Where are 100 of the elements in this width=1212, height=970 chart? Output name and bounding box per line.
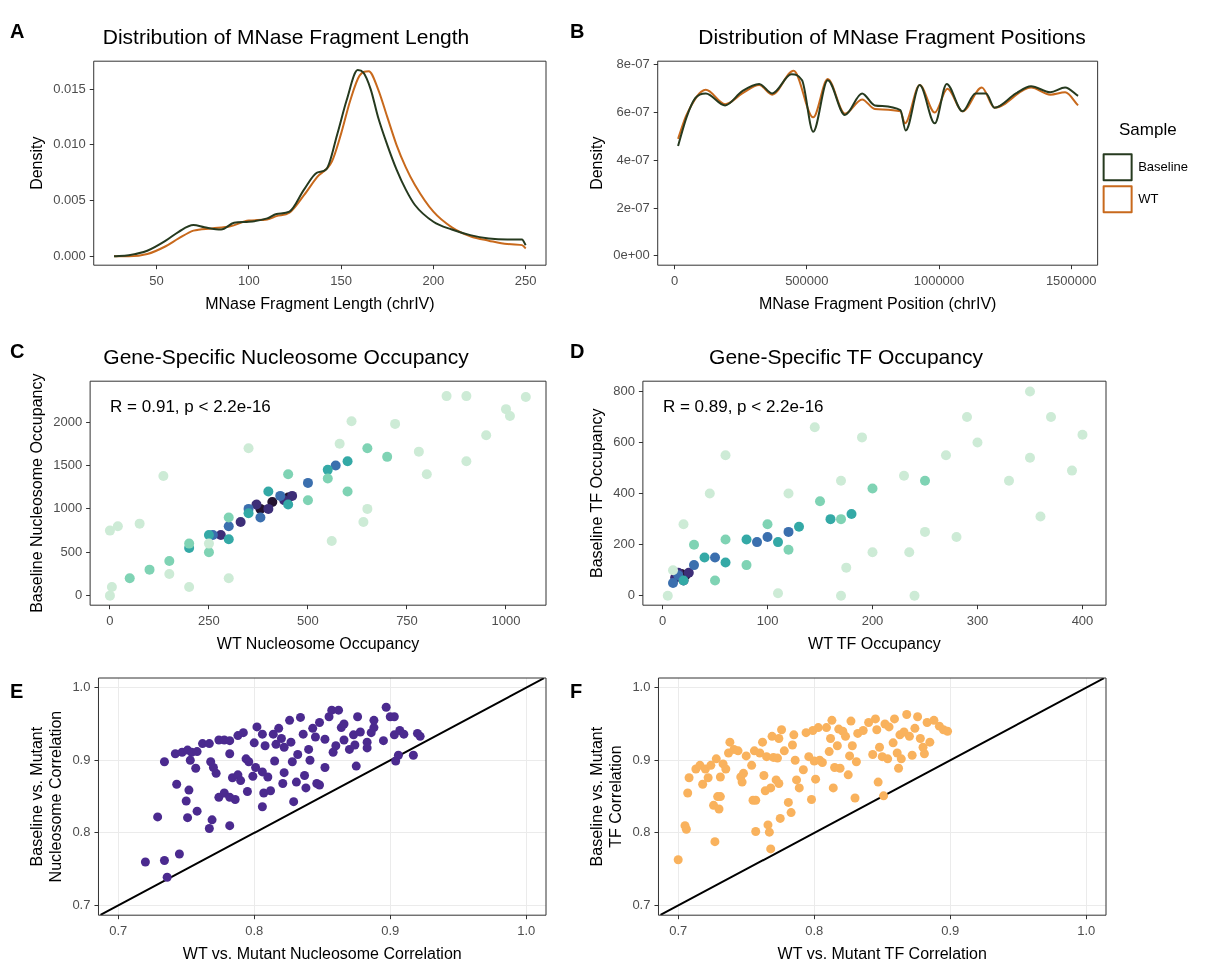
point xyxy=(326,536,337,546)
x-axis-title: WT vs. Mutant Nucleosome Correlation xyxy=(182,944,462,962)
y-tick-label: 500 xyxy=(60,543,83,559)
x-tick-label: 0 xyxy=(671,272,679,288)
point xyxy=(773,537,784,548)
x-tick-label: 1000 xyxy=(491,612,521,628)
y-tick-label: 0.9 xyxy=(72,751,91,767)
point xyxy=(920,475,930,486)
x-tick-label: 100 xyxy=(756,612,779,628)
point xyxy=(390,418,401,429)
text: C xyxy=(10,339,25,362)
x-tick-label: 0.7 xyxy=(669,922,688,938)
point xyxy=(184,581,195,592)
y-tick-label: 0.015 xyxy=(53,80,86,96)
text: E xyxy=(10,679,24,702)
x-tick-label: 1.0 xyxy=(517,922,536,938)
point xyxy=(263,503,274,514)
point xyxy=(255,512,266,523)
point xyxy=(841,562,852,573)
x-tick-label: 0 xyxy=(658,612,667,628)
y-tick-label: 0.010 xyxy=(53,136,86,152)
point xyxy=(668,565,679,576)
point xyxy=(223,534,234,545)
point xyxy=(941,450,951,461)
y-tick-label: 0.7 xyxy=(72,897,91,913)
y-axis-title: Baseline TF Occupancy xyxy=(588,408,606,578)
point xyxy=(783,544,794,555)
point xyxy=(836,590,847,601)
y-axis-title: Baseline vs. Mutant TF Correlation xyxy=(588,726,625,867)
point xyxy=(362,443,373,454)
chart-title: Distribution of MNase Fragment Length xyxy=(102,25,470,49)
text: B xyxy=(570,19,585,42)
point xyxy=(689,539,700,550)
x-tick-label: 500 xyxy=(297,612,319,628)
point xyxy=(334,438,345,449)
x-tick-label: 400 xyxy=(1071,612,1094,628)
point xyxy=(203,529,214,540)
chart-title: Distribution of MNase Fragment Positions xyxy=(698,25,1086,49)
point xyxy=(1066,465,1077,476)
point xyxy=(144,564,155,575)
point xyxy=(867,483,878,494)
x-axis-title: WT Nucleosome Occupancy xyxy=(216,634,420,652)
point xyxy=(520,391,531,402)
y-tick-label: 600 xyxy=(613,434,635,450)
point xyxy=(243,443,254,454)
point xyxy=(904,547,915,558)
x-tick-label: 0.8 xyxy=(805,922,824,938)
point xyxy=(668,577,679,588)
x-tick-label: 1.0 xyxy=(1077,922,1096,938)
y-tick-label: 0.005 xyxy=(53,192,86,208)
legend-label: Baseline xyxy=(1138,158,1189,174)
point xyxy=(184,538,195,549)
point xyxy=(358,516,369,527)
point xyxy=(867,547,878,558)
point xyxy=(243,508,254,519)
point xyxy=(825,514,836,525)
y-tick-label: 800 xyxy=(613,382,635,398)
y-tick-label: 0.000 xyxy=(53,247,86,263)
point xyxy=(857,432,867,443)
point xyxy=(909,590,920,601)
point xyxy=(972,437,983,448)
point xyxy=(413,446,424,457)
point xyxy=(794,521,805,532)
x-tick-label: 200 xyxy=(422,272,445,288)
x-axis-title: WT vs. Mutant TF Correlation xyxy=(777,944,987,962)
point xyxy=(504,411,515,422)
y-tick-label: 1.0 xyxy=(72,679,91,695)
point xyxy=(836,475,847,486)
point xyxy=(741,560,752,571)
point xyxy=(330,460,341,471)
y-tick-label: 4e-07 xyxy=(616,151,650,167)
y-tick-label: 0.8 xyxy=(72,824,91,840)
point xyxy=(112,521,123,532)
point xyxy=(158,470,169,481)
point xyxy=(773,588,784,599)
y-tick-label: 0 xyxy=(74,587,83,603)
point xyxy=(720,534,731,545)
x-tick-label: 750 xyxy=(396,612,418,628)
point xyxy=(1045,411,1056,422)
point xyxy=(662,590,673,601)
point xyxy=(235,516,246,527)
y-tick-label: 0.8 xyxy=(632,824,651,840)
point xyxy=(382,451,393,462)
point xyxy=(1024,386,1035,397)
point xyxy=(752,537,763,548)
y-tick-label: 400 xyxy=(613,485,635,501)
point xyxy=(203,538,214,549)
text: D xyxy=(570,339,585,362)
point xyxy=(164,555,175,566)
point xyxy=(1024,452,1035,463)
chart-title: Gene-Specific TF Occupancy xyxy=(709,345,984,369)
legend-title: Sample xyxy=(1119,119,1177,139)
y-tick-label: 2e-07 xyxy=(616,199,650,215)
point xyxy=(741,534,752,545)
point xyxy=(251,499,262,510)
point xyxy=(342,456,353,467)
y-tick-label: 1000 xyxy=(53,500,83,516)
x-tick-label: 0.9 xyxy=(941,922,960,938)
point xyxy=(710,575,721,586)
x-tick-label: 0.7 xyxy=(109,922,128,938)
